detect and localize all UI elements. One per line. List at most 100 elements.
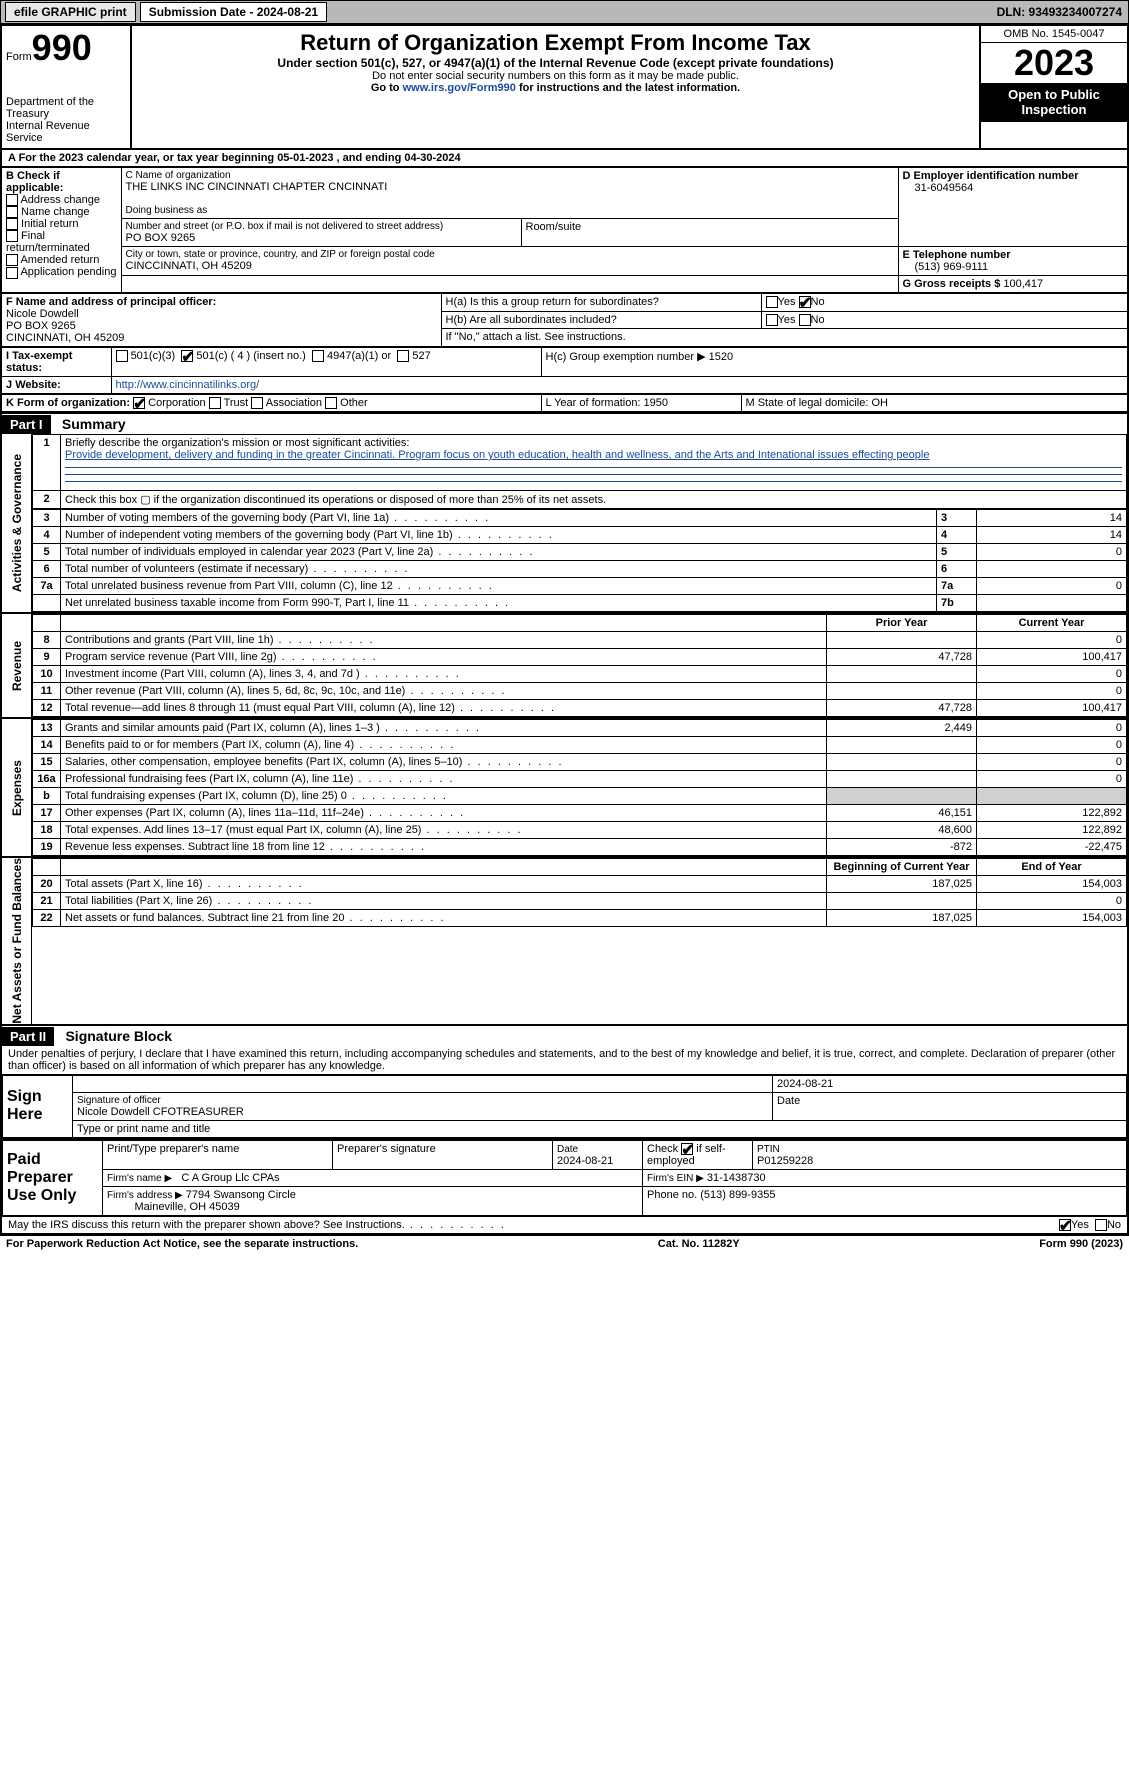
telephone: (513) 969-9111 [903,261,1124,273]
curr-val: 154,003 [977,910,1127,927]
box-f-label: F Name and address of principal officer: [6,296,437,308]
line-text: Total number of volunteers (estimate if … [61,561,937,578]
line-text: Total revenue—add lines 8 through 11 (mu… [61,700,827,717]
prior-val [827,788,977,805]
hb-label: H(b) Are all subordinates included? [446,314,617,326]
org-form-table: K Form of organization: Corporation Trus… [0,394,1129,412]
line-text: Investment income (Part VIII, column (A)… [61,666,827,683]
irs-link[interactable]: www.irs.gov/Form990 [403,82,516,94]
firm-addr-label: Firm's address ▶ [107,1190,183,1201]
col-current: End of Year [977,859,1127,876]
date-label: Date [773,1092,1127,1120]
hb-note: If "No," attach a list. See instructions… [441,329,1128,347]
part2-bar: Part II [2,1027,54,1046]
box-d-label: D Employer identification number [903,170,1124,182]
curr-val: 100,417 [977,649,1127,666]
box-l: L Year of formation: 1950 [541,395,741,412]
line-val: 14 [977,510,1127,527]
prior-val: 48,600 [827,822,977,839]
cat-no: Cat. No. 11282Y [658,1238,740,1250]
line-text: Other revenue (Part VIII, column (A), li… [61,683,827,700]
line-box: 4 [937,527,977,544]
curr-val: 0 [977,683,1127,700]
line-text: Grants and similar amounts paid (Part IX… [61,720,827,737]
paid-preparer-label: Paid Preparer Use Only [3,1140,103,1215]
line-text: Total assets (Part X, line 16) [61,876,827,893]
line-val [977,561,1127,578]
501c3-checkbox[interactable] [116,350,128,362]
discuss-no-checkbox[interactable] [1095,1219,1107,1231]
curr-val: 0 [977,754,1127,771]
boxb-checkbox[interactable] [6,254,18,266]
line-text: Number of independent voting members of … [61,527,937,544]
firm-name-label: Firm's name ▶ [107,1173,172,1184]
line-text: Revenue less expenses. Subtract line 18 … [61,839,827,856]
line-box: 7b [937,595,977,612]
website-link[interactable]: http://www.cincinnatilinks.org/ [116,379,260,391]
prior-val: 47,728 [827,649,977,666]
line-val: 14 [977,527,1127,544]
status-table: I Tax-exempt status: 501(c)(3) 501(c) ( … [0,347,1129,394]
type-print-label: Type or print name and title [73,1120,1127,1137]
hb-no-checkbox[interactable] [799,314,811,326]
form-word: Form [6,51,32,63]
boxb-checkbox[interactable] [6,206,18,218]
line-a: A For the 2023 calendar year, or tax yea… [0,150,1129,167]
discuss-yes-checkbox[interactable] [1059,1219,1071,1231]
efile-print-button[interactable]: efile GRAPHIC print [5,2,136,22]
submission-date: Submission Date - 2024-08-21 [140,2,327,22]
corp-label: Corporation [148,397,205,409]
other-checkbox[interactable] [325,397,337,409]
netassets-section: Net Assets or Fund Balances Beginning of… [0,856,1129,1026]
ha-yes-checkbox[interactable] [766,296,778,308]
assoc-checkbox[interactable] [251,397,263,409]
527-checkbox[interactable] [397,350,409,362]
ha-no-checkbox[interactable] [799,296,811,308]
4947-checkbox[interactable] [312,350,324,362]
gross-receipts: 100,417 [1003,278,1043,290]
tab-netassets: Net Assets or Fund Balances [10,858,24,1024]
omb-number: OMB No. 1545-0047 [981,26,1127,43]
line-text: Program service revenue (Part VIII, line… [61,649,827,666]
prior-val [827,754,977,771]
ein: 31-6049564 [903,182,1124,194]
officer-addr1: PO BOX 9265 [6,320,437,332]
line-text: Net unrelated business taxable income fr… [61,595,937,612]
assoc-label: Association [266,397,322,409]
curr-val: 100,417 [977,700,1127,717]
header-info-table: B Check if applicable: Address change Na… [0,167,1129,293]
corp-checkbox[interactable] [133,397,145,409]
boxb-checkbox[interactable] [6,230,18,242]
4947-label: 4947(a)(1) or [327,350,391,362]
box-e-label: E Telephone number [903,249,1124,261]
sign-date: 2024-08-21 [773,1075,1127,1092]
sign-here-block: Sign Here 2024-08-21 Signature of office… [0,1074,1129,1139]
may-discuss-row: May the IRS discuss this return with the… [0,1217,1129,1234]
trust-checkbox[interactable] [209,397,221,409]
ptin-label: PTIN [757,1144,780,1155]
no-label2: No [811,314,825,326]
hb-yes-checkbox[interactable] [766,314,778,326]
prior-val [827,771,977,788]
prep-date-label: Date [557,1144,578,1155]
paid-preparer-block: Paid Preparer Use Only Print/Type prepar… [0,1139,1129,1217]
q1: Briefly describe the organization's miss… [65,437,409,449]
instructions-link: Go to www.irs.gov/Form990 for instructio… [136,82,975,94]
curr-val: 0 [977,720,1127,737]
curr-val: 122,892 [977,822,1127,839]
curr-val: 0 [977,737,1127,754]
open-inspection: Open to Public Inspection [981,83,1127,122]
boxb-checkbox[interactable] [6,194,18,206]
mission-text: Provide development, delivery and fundin… [65,449,929,461]
501c-checkbox[interactable] [181,350,193,362]
firm-ein-label: Firm's EIN ▶ [647,1173,704,1184]
boxb-checkbox[interactable] [6,267,18,279]
city-label: City or town, state or province, country… [126,249,894,260]
form-subtitle: Under section 501(c), 527, or 4947(a)(1)… [136,56,975,70]
self-emp-checkbox[interactable] [681,1143,693,1155]
boxb-checkbox[interactable] [6,218,18,230]
line-text: Professional fundraising fees (Part IX, … [61,771,827,788]
officer-addr2: CINCINNATI, OH 45209 [6,332,437,344]
prior-val: 2,449 [827,720,977,737]
prior-val: -872 [827,839,977,856]
